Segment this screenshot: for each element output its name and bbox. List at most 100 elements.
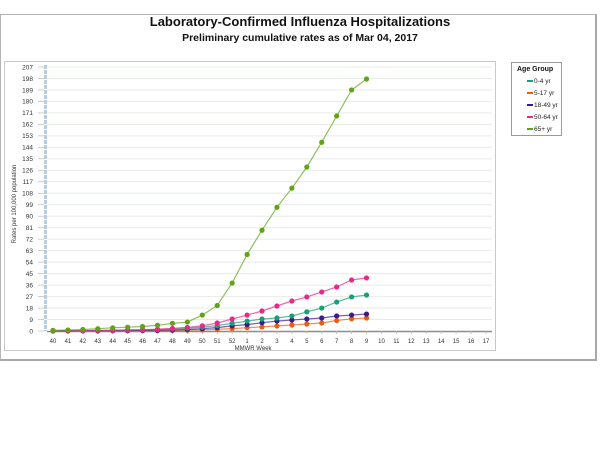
y-tick-label: 126 (22, 168, 33, 175)
x-tick-label: 17 (483, 339, 490, 345)
y-tick-label: 180 (22, 99, 33, 106)
data-point (289, 185, 295, 191)
legend-swatch-icon (527, 92, 533, 95)
x-tick-label: 11 (393, 339, 400, 345)
x-tick-label: 9 (365, 339, 369, 345)
data-point (319, 139, 325, 145)
data-point (259, 227, 265, 233)
data-point (214, 302, 220, 309)
y-tick-label: 117 (23, 179, 34, 186)
legend-label: 50-64 yr (534, 114, 558, 121)
y-tick-label: 135 (22, 156, 33, 163)
legend-label: 0-4 yr (534, 78, 551, 85)
y-tick-label: 36 (26, 282, 34, 289)
x-tick-label: 47 (154, 339, 161, 345)
y-tick-label: 54 (26, 259, 34, 266)
data-point (304, 294, 310, 300)
series-line (52, 78, 367, 331)
x-tick-label: 50 (199, 339, 206, 345)
y-tick-label: 9 (29, 317, 33, 324)
data-point (363, 311, 370, 317)
y-tick-label: 189 (22, 87, 33, 94)
data-point (95, 326, 101, 332)
y-tick-label: 72 (26, 236, 34, 243)
x-tick-label: 46 (139, 339, 146, 345)
legend-item-0-4[interactable]: 0-4 yr (517, 76, 561, 88)
legend-swatch-icon (527, 80, 533, 83)
data-point (125, 324, 131, 330)
data-point (259, 324, 265, 330)
data-point (110, 325, 116, 331)
legend-swatch-icon (527, 116, 533, 119)
data-point (319, 315, 325, 321)
x-tick-label: 49 (184, 339, 191, 345)
series-line (52, 294, 367, 332)
y-tick-label: 27 (26, 294, 34, 301)
legend-label: 5-17 yr (534, 90, 555, 97)
data-point (259, 316, 265, 322)
data-point (349, 277, 355, 283)
legend-label: 18-49 yr (534, 102, 558, 109)
data-point (334, 313, 340, 319)
data-point (304, 316, 310, 322)
legend-item-5-17[interactable]: 5-17 yr (517, 88, 561, 100)
data-point (289, 313, 295, 319)
x-tick-label: 16 (468, 339, 475, 345)
data-point (334, 299, 340, 305)
y-tick-label: 90 (26, 214, 34, 221)
data-point (199, 312, 205, 318)
legend-item-65plus[interactable]: 65+ yr (517, 124, 561, 136)
data-point (244, 251, 250, 258)
data-point (289, 298, 295, 304)
legend-item-18-49[interactable]: 18-49 yr (517, 100, 561, 112)
y-tick-label: 18 (26, 305, 34, 312)
x-tick-label: 13 (423, 339, 430, 345)
x-tick-label: 43 (94, 339, 101, 345)
x-tick-label: 15 (453, 339, 460, 345)
data-point (244, 322, 250, 328)
data-point (154, 326, 161, 332)
data-point (229, 316, 235, 322)
legend-item-50-64[interactable]: 50-64 yr (517, 112, 561, 124)
y-tick-label: 162 (22, 122, 33, 129)
data-point (349, 87, 355, 93)
y-axis-label: Rates per 100,000 population (12, 165, 18, 244)
y-tick-label: 171 (22, 110, 33, 117)
data-point (319, 305, 325, 311)
data-point (139, 323, 146, 330)
y-tick-label: 144 (22, 145, 33, 152)
data-point (65, 327, 71, 333)
y-tick-label: 45 (26, 271, 34, 278)
y-tick-label: 0 (29, 328, 33, 335)
data-point (274, 303, 280, 309)
legend-swatch-icon (527, 104, 533, 107)
data-point (349, 316, 355, 322)
y-tick-label: 207 (22, 64, 33, 71)
legend-swatch-icon (527, 128, 533, 131)
x-tick-label: 5 (305, 339, 309, 345)
y-tick-label: 63 (26, 248, 34, 255)
chart-subtitle: Preliminary cumulative rates as of Mar 0… (182, 32, 418, 44)
data-point (289, 317, 295, 323)
data-point (169, 325, 176, 332)
data-point (214, 320, 220, 326)
x-tick-label: 52 (229, 339, 236, 345)
series-line (52, 277, 367, 332)
data-point (184, 324, 190, 331)
legend-title: Age Group (517, 66, 554, 73)
x-tick-label: 12 (408, 339, 415, 345)
x-tick-label: 51 (214, 339, 221, 345)
chart-title: Laboratory-Confirmed Influenza Hospitali… (149, 14, 451, 29)
x-tick-label: 7 (335, 339, 339, 345)
data-point (349, 312, 355, 318)
data-point (349, 294, 355, 300)
data-point (363, 292, 370, 298)
x-tick-label: 44 (109, 339, 116, 345)
x-tick-label: 48 (169, 339, 176, 345)
data-point (289, 322, 295, 328)
data-point (154, 322, 161, 328)
x-tick-label: 45 (124, 339, 131, 345)
data-point (334, 284, 340, 290)
x-tick-label: 1 (245, 339, 249, 345)
